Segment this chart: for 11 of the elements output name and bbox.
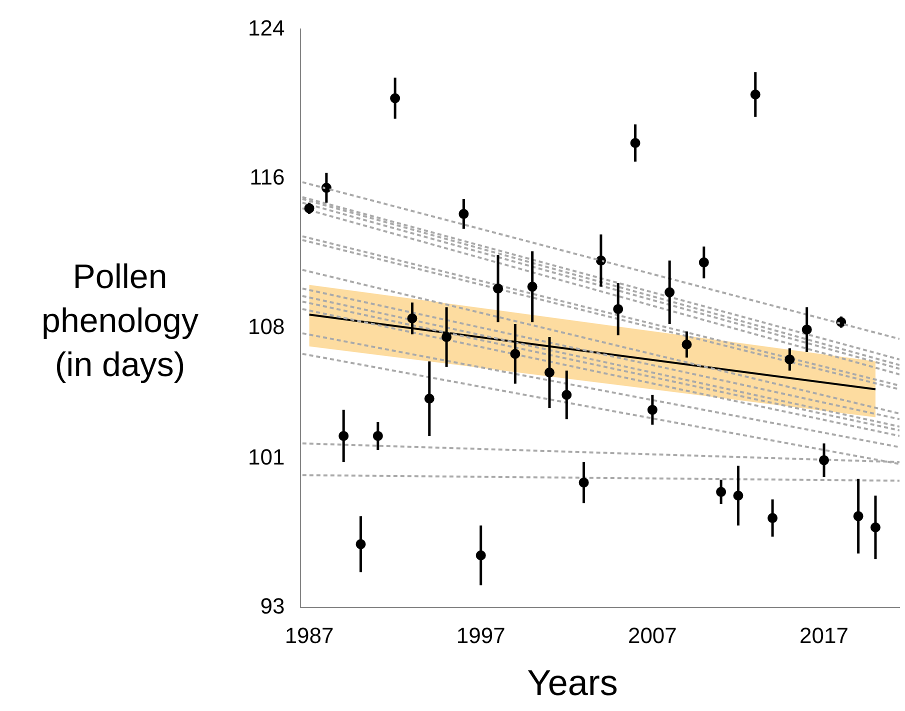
y-tick-label: 116	[250, 164, 285, 190]
y-tick-label: 101	[248, 444, 285, 470]
y-tick-label: 108	[248, 314, 285, 339]
x-tick-label: 1987	[284, 622, 334, 648]
x-tick-label: 2017	[800, 622, 848, 648]
y-tick-label: 124	[248, 15, 285, 40]
y-tick-label: 93	[260, 594, 285, 619]
x-axis-title: Years	[526, 662, 619, 704]
x-tick-label: 1997	[456, 622, 506, 648]
y-axis-title: Pollen phenology (in days)	[40, 257, 200, 386]
x-tick-label: 2007	[628, 622, 677, 648]
